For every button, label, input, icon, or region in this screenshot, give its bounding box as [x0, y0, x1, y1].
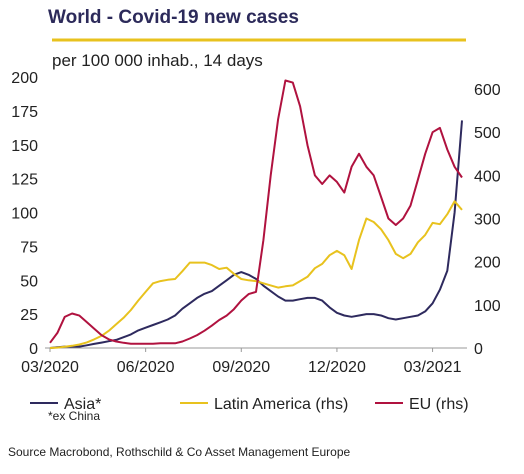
note: *ex China	[48, 409, 100, 423]
x-tick-label: 12/2020	[308, 359, 366, 376]
series-line	[49, 200, 463, 349]
y2-tick-label: 200	[474, 255, 501, 272]
x-tick-label: 03/2021	[404, 359, 462, 376]
source: Source Macrobond, Rothschild & Co Asset …	[8, 445, 351, 459]
legend-label: Asia*	[64, 396, 101, 413]
y-tick-label: 75	[20, 239, 38, 256]
y2-tick-label: 500	[474, 125, 501, 142]
x-tick-label: 03/2020	[21, 359, 79, 376]
y-tick-label: 50	[20, 273, 38, 290]
y2-tick-label: 400	[474, 168, 501, 185]
x-tick-label: 06/2020	[117, 359, 175, 376]
y2-tick-label: 100	[474, 298, 501, 315]
legend-label: EU (rhs)	[409, 396, 469, 413]
series-line	[49, 120, 463, 349]
chart-subtitle: per 100 000 inhab., 14 days	[52, 51, 263, 70]
series-line	[49, 79, 463, 345]
y-tick-label: 175	[11, 104, 38, 121]
y-tick-label: 200	[11, 70, 38, 87]
chart-title: World - Covid-19 new cases	[48, 7, 299, 28]
y-tick-label: 25	[20, 307, 38, 324]
y2-tick-label: 600	[474, 82, 501, 99]
legend-label: Latin America (rhs)	[214, 396, 348, 413]
x-tick-label: 09/2020	[212, 359, 270, 376]
y-tick-label: 125	[11, 172, 38, 189]
y2-tick-label: 300	[474, 212, 501, 229]
y-tick-label: 100	[11, 206, 38, 223]
y2-tick-label: 0	[474, 341, 483, 358]
y-tick-label: 150	[11, 138, 38, 155]
y-tick-label: 0	[29, 341, 38, 358]
